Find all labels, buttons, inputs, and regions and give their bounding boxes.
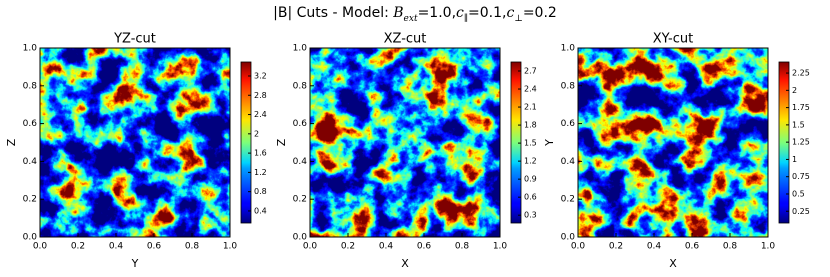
y-tick-label: 1.0 <box>293 44 308 54</box>
colorbar <box>240 61 252 224</box>
y-tick-label: 0.6 <box>293 119 308 129</box>
y-tick-label: 0.8 <box>561 81 576 91</box>
x-axis-label: X <box>669 257 677 270</box>
title-segment: =0.1, <box>468 5 506 21</box>
x-tick-label: 0.0 <box>571 242 586 252</box>
colorbar-tick-label: 0.6 <box>524 193 537 202</box>
colorbar-tick-label: 1.5 <box>524 139 537 148</box>
colorbar-tick-label: 1.8 <box>524 121 537 130</box>
x-tick-label: 0.2 <box>609 242 623 252</box>
y-tick-label: 1.0 <box>23 44 38 54</box>
colorbar-tick-label: 3.2 <box>254 71 267 80</box>
y-axis-label: Z <box>275 138 288 146</box>
title-segment: ∥ <box>464 13 468 24</box>
colorbar-tick-label: 1.2 <box>524 157 537 166</box>
title-segment: ⊥ <box>514 14 522 24</box>
colorbar-tick-label: 2.4 <box>254 110 267 119</box>
x-tick-label: 0.2 <box>71 242 85 252</box>
colorbar-tick-label: 0.9 <box>524 175 537 184</box>
y-axis-label: Y <box>543 139 556 147</box>
figure-title: |B| Cuts - Model: Bext=1.0,c∥=0.1,c⊥=0.2 <box>273 5 557 24</box>
y-tick-label: 0.4 <box>561 157 576 167</box>
panel-title: XY-cut <box>653 32 693 47</box>
title-segment: c <box>507 5 515 21</box>
x-tick-label: 0.8 <box>455 242 470 252</box>
y-tick-label: 0.6 <box>23 119 38 129</box>
x-tick-label: 0.4 <box>379 242 394 252</box>
y-tick-label: 0.0 <box>293 233 308 243</box>
colorbar-tick-label: 2 <box>254 129 259 138</box>
heatmap-field <box>310 48 500 237</box>
colorbar-tick-label: 2.1 <box>524 103 537 112</box>
colorbar-tick-label: 0.3 <box>524 211 537 220</box>
colorbar-tick-label: 1.6 <box>254 149 267 158</box>
x-tick-label: 0.0 <box>33 242 48 252</box>
x-tick-label: 0.6 <box>147 242 162 252</box>
x-tick-label: 0.6 <box>417 242 432 252</box>
y-tick-label: 0.2 <box>23 195 37 205</box>
y-tick-label: 1.0 <box>561 44 576 54</box>
x-tick-label: 0.8 <box>185 242 200 252</box>
colorbar-tick-label: 0.4 <box>254 206 267 215</box>
y-tick-label: 0.8 <box>293 81 308 91</box>
colorbar-tick-label: 0.25 <box>792 207 810 216</box>
colorbar <box>510 61 522 224</box>
x-tick-label: 1.0 <box>761 242 776 252</box>
y-tick-label: 0.0 <box>561 233 576 243</box>
x-tick-label: 0.8 <box>723 242 738 252</box>
title-segment: =1.0, <box>418 5 456 21</box>
x-tick-label: 0.4 <box>109 242 124 252</box>
y-axis-label: Z <box>5 138 18 146</box>
plot-frame <box>39 47 231 238</box>
x-tick-label: 0.4 <box>647 242 662 252</box>
colorbar-tick-label: 1.5 <box>792 120 805 129</box>
y-tick-label: 0.0 <box>23 233 38 243</box>
y-tick-label: 0.2 <box>293 195 307 205</box>
colorbar-tick-label: 1.2 <box>254 168 267 177</box>
colorbar-tick-label: 2.7 <box>524 67 537 76</box>
title-segment: B <box>392 5 403 21</box>
y-tick-label: 0.2 <box>561 195 575 205</box>
colorbar-tick-label: 2.4 <box>524 85 537 94</box>
panel-title: YZ-cut <box>113 32 156 47</box>
y-tick-label: 0.4 <box>23 157 38 167</box>
x-tick-label: 1.0 <box>493 242 508 252</box>
title-segment: |B| Cuts - Model: <box>273 5 393 21</box>
y-tick-label: 0.6 <box>561 119 576 129</box>
x-tick-label: 0.2 <box>341 242 355 252</box>
x-tick-label: 0.6 <box>685 242 700 252</box>
y-tick-label: 0.8 <box>23 81 38 91</box>
x-axis-label: Y <box>131 257 139 270</box>
x-tick-label: 0.0 <box>303 242 318 252</box>
plot-frame <box>309 47 501 238</box>
colorbar-tick-label: 1.25 <box>792 138 810 147</box>
plot-frame <box>577 47 769 238</box>
colorbar-tick-label: 2 <box>792 86 797 95</box>
heatmap-field <box>578 48 768 237</box>
colorbar-tick-label: 0.75 <box>792 172 810 181</box>
colorbar-tick-label: 2.8 <box>254 91 267 100</box>
colorbar-tick-label: 2.25 <box>792 69 810 78</box>
y-tick-label: 0.4 <box>293 157 308 167</box>
colorbar-tick-label: 0.8 <box>254 187 267 196</box>
x-axis-label: X <box>401 257 409 270</box>
title-segment: c <box>456 5 464 21</box>
heatmap-field <box>40 48 230 237</box>
colorbar-tick-label: 1 <box>792 155 797 164</box>
panel-title: XZ-cut <box>384 32 427 47</box>
colorbar-tick-label: 0.5 <box>792 189 805 198</box>
colorbar-tick-label: 1.75 <box>792 103 810 112</box>
title-segment: ext <box>404 14 418 24</box>
x-tick-label: 1.0 <box>223 242 238 252</box>
title-segment: =0.2 <box>523 5 557 21</box>
